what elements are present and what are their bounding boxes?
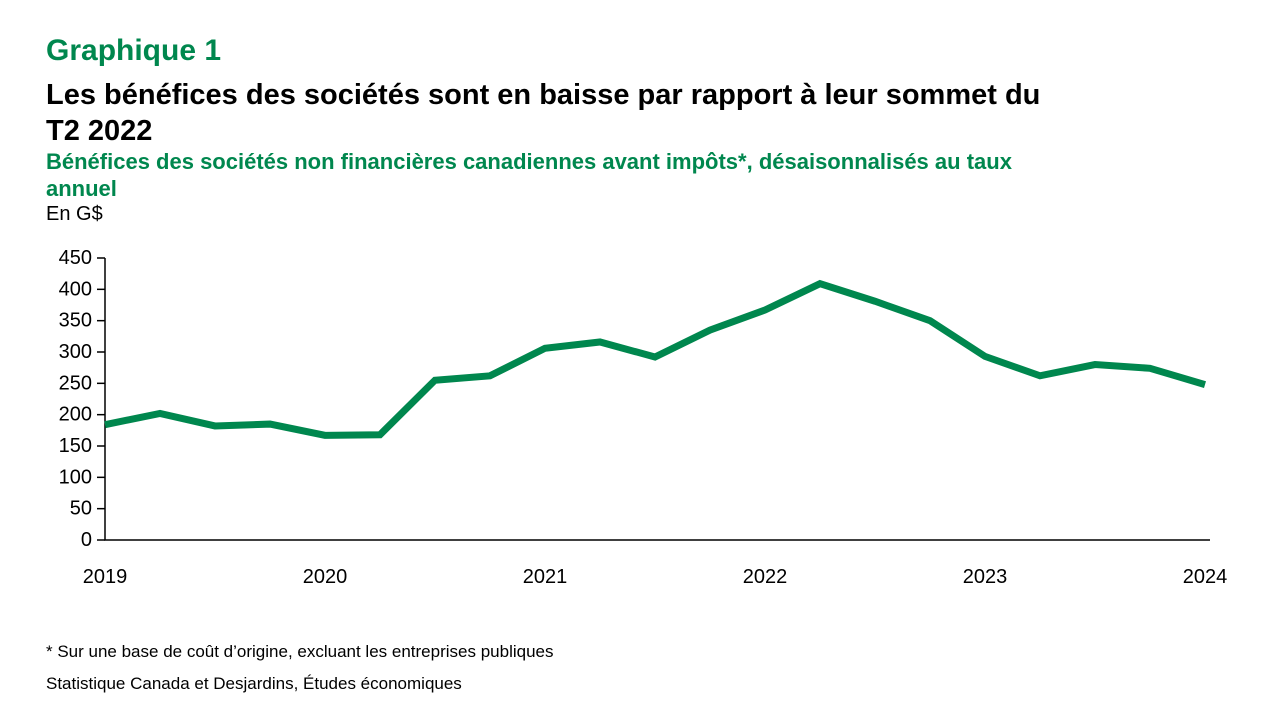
y-axis-unit-label: En G$ — [46, 203, 103, 225]
chart-title: Les bénéfices des sociétés sont en baiss… — [46, 77, 1246, 149]
y-axis-tick-label: 450 — [59, 247, 92, 269]
profits-line-chart: 0 50 100 150 200 250 300 350 400 450 2019 2020 2021 2… — [0, 240, 1280, 600]
x-axis-year-label: 2021 — [523, 566, 568, 588]
footnote-source-note: * Sur une base de coût d’origine, exclua… — [46, 642, 554, 661]
y-axis-tick-label: 0 — [81, 529, 92, 551]
profit-line-series — [104, 279, 1206, 439]
chart-number-label: Graphique 1 — [46, 34, 222, 67]
y-axis-tick-label: 400 — [59, 278, 92, 300]
chart-svg: 0 50 100 150 200 250 300 350 400 450 2019 2020 2021 2… — [59, 247, 1228, 588]
x-axis-year-label: 2023 — [963, 566, 1008, 588]
y-axis-tick-label: 50 — [70, 498, 92, 520]
chart-title-line-1: Les bénéfices des sociétés sont en baiss… — [46, 79, 1041, 111]
x-axis-year-label: 2024 — [1183, 566, 1228, 588]
y-axis-tick-label: 250 — [59, 372, 92, 394]
x-axis-year-label: 2020 — [303, 566, 348, 588]
y-axis-tick-label: 100 — [59, 466, 92, 488]
chart-subtitle-line-2: annuel — [46, 176, 117, 201]
y-axis-tick-label: 300 — [59, 341, 92, 363]
x-axis-year-label: 2022 — [743, 566, 788, 588]
y-axis-tick-label: 350 — [59, 310, 92, 332]
chart-title-line-2: T2 2022 — [46, 115, 153, 147]
chart-subtitle-line-1: Bénéfices des sociétés non financières c… — [46, 149, 1012, 174]
y-axis-tick-label: 200 — [59, 404, 92, 426]
y-axis-tick-label: 150 — [59, 435, 92, 457]
x-axis-year-label: 2019 — [83, 566, 128, 588]
footnote-attribution: Statistique Canada et Desjardins, Études… — [46, 674, 462, 693]
chart-axes — [104, 258, 1210, 541]
chart-subtitle: Bénéfices des sociétés non financières c… — [46, 148, 1246, 202]
